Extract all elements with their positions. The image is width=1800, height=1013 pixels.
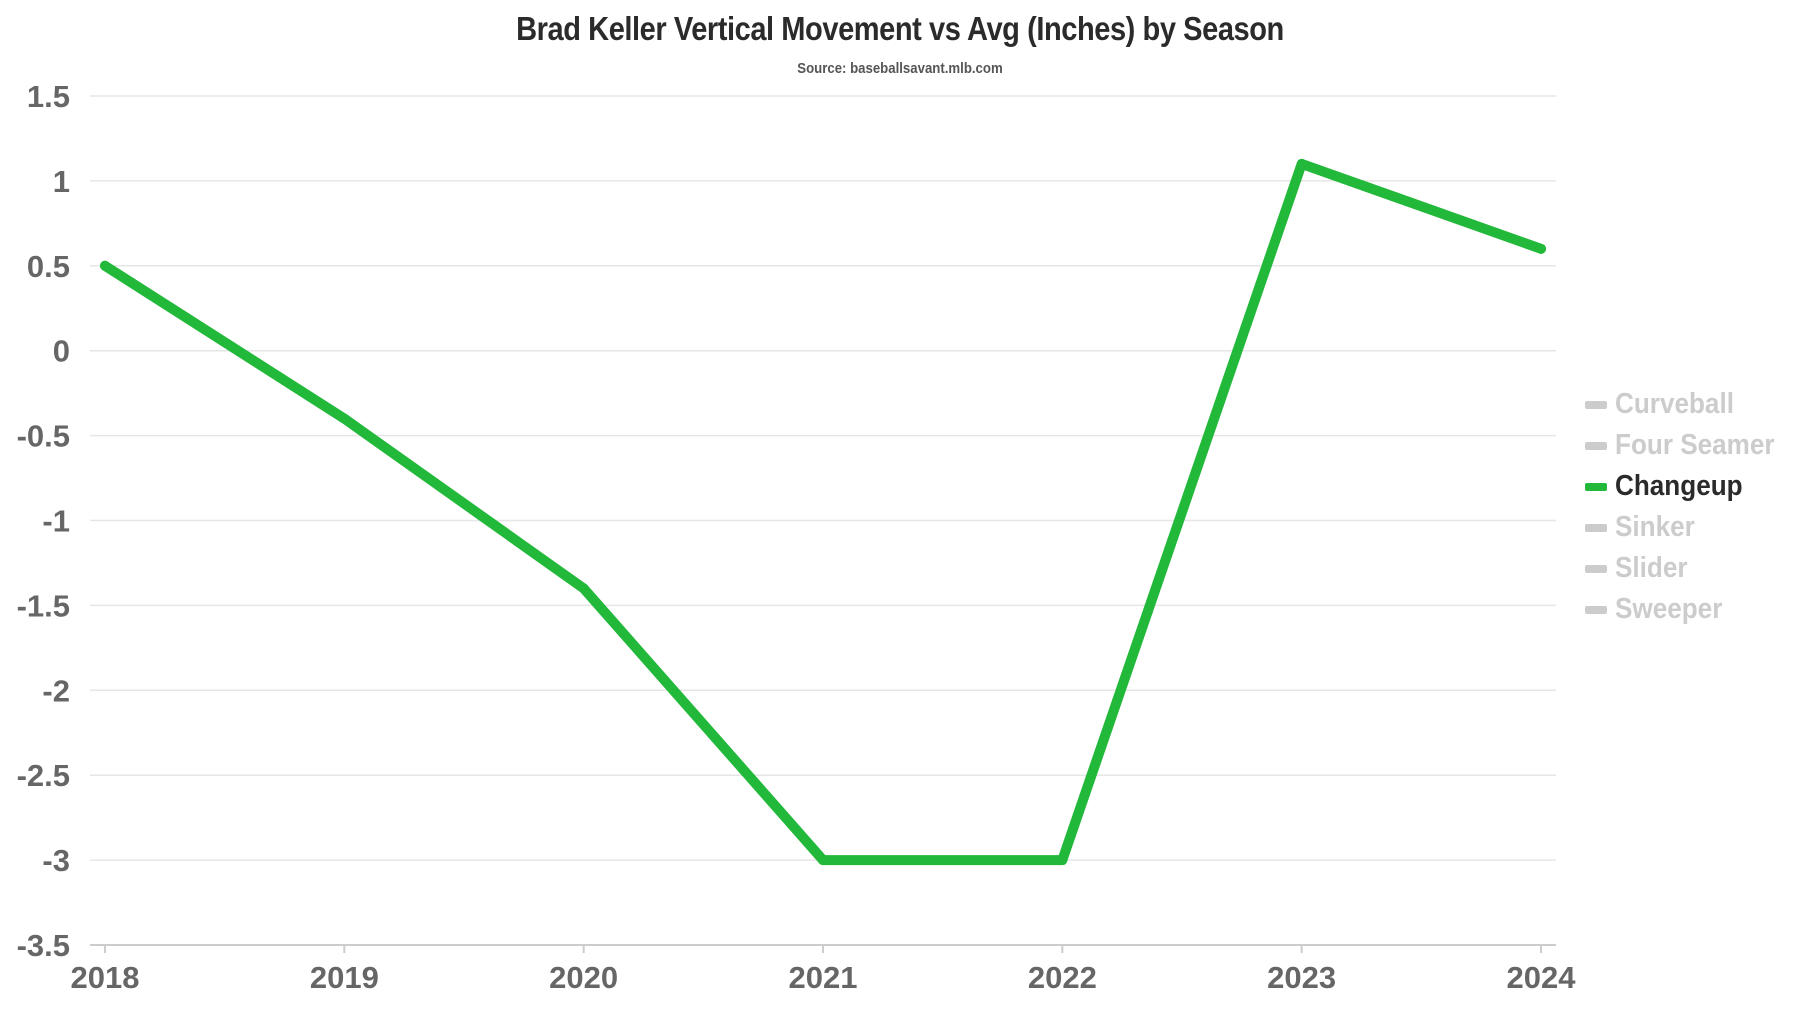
legend-swatch-icon — [1585, 441, 1607, 450]
data-point[interactable] — [339, 413, 350, 424]
legend-swatch-icon — [1585, 482, 1607, 491]
x-tick-label: 2023 — [1267, 960, 1336, 995]
chart-subtitle: Source: baseballsavant.mlb.com — [797, 60, 1003, 77]
legend-item-changeup[interactable]: Changeup — [1585, 466, 1795, 507]
y-tick-label: -0.5 — [17, 419, 70, 454]
y-tick-label: -2.5 — [17, 758, 70, 793]
legend-label: Sweeper — [1615, 593, 1723, 625]
y-tick-label: 1.5 — [27, 79, 70, 114]
x-tick-label: 2018 — [71, 960, 140, 995]
x-tick-label: 2020 — [549, 960, 618, 995]
y-tick-label: 0 — [53, 334, 70, 369]
legend-item-sinker[interactable]: Sinker — [1585, 507, 1795, 548]
legend-item-curveball[interactable]: Curveball — [1585, 384, 1795, 425]
legend-label: Curveball — [1615, 388, 1734, 420]
chart-legend: Curveball Four Seamer Changeup Sinker Slider… — [1585, 384, 1795, 630]
legend-item-slider[interactable]: Slider — [1585, 548, 1795, 589]
legend-label: Changeup — [1615, 470, 1743, 502]
legend-label: Four Seamer — [1615, 429, 1775, 461]
chart-title: Brad Keller Vertical Movement vs Avg (In… — [516, 10, 1284, 47]
x-tick-label: 2021 — [789, 960, 858, 995]
y-tick-label: 1 — [53, 164, 70, 199]
y-tick-label: -2 — [42, 673, 70, 708]
y-tick-label: 0.5 — [27, 249, 70, 284]
legend-swatch-icon — [1585, 605, 1607, 614]
data-point[interactable] — [578, 583, 589, 594]
x-tick-label: 2022 — [1028, 960, 1097, 995]
y-tick-label: -3.5 — [17, 928, 70, 963]
data-point[interactable] — [818, 855, 828, 866]
data-point[interactable] — [1536, 243, 1546, 254]
y-tick-label: -3 — [42, 843, 70, 878]
y-tick-label: -1 — [42, 504, 70, 539]
x-axis-ticks: 2018 2019 2020 2021 2022 2023 2024 — [71, 945, 1577, 995]
legend-label: Slider — [1615, 552, 1688, 584]
x-tick-label: 2024 — [1507, 960, 1577, 995]
data-point[interactable] — [100, 260, 110, 271]
y-axis-ticks: 1.5 1 0.5 0 -0.5 -1 -1.5 -2 -2.5 -3 -3.5 — [17, 79, 70, 963]
series-line-changeup[interactable] — [100, 158, 1546, 866]
legend-swatch-icon — [1585, 564, 1607, 573]
legend-swatch-icon — [1585, 523, 1607, 532]
grid-layer — [90, 95, 1556, 946]
y-tick-label: -1.5 — [17, 588, 70, 623]
series-layer — [100, 158, 1546, 866]
legend-swatch-icon — [1585, 400, 1607, 409]
data-point[interactable] — [1057, 855, 1068, 866]
legend-label: Sinker — [1615, 511, 1695, 543]
x-tick-label: 2019 — [310, 960, 379, 995]
legend-item-four-seamer[interactable]: Four Seamer — [1585, 425, 1795, 466]
legend-item-sweeper[interactable]: Sweeper — [1585, 589, 1795, 630]
data-point[interactable] — [1296, 158, 1307, 169]
